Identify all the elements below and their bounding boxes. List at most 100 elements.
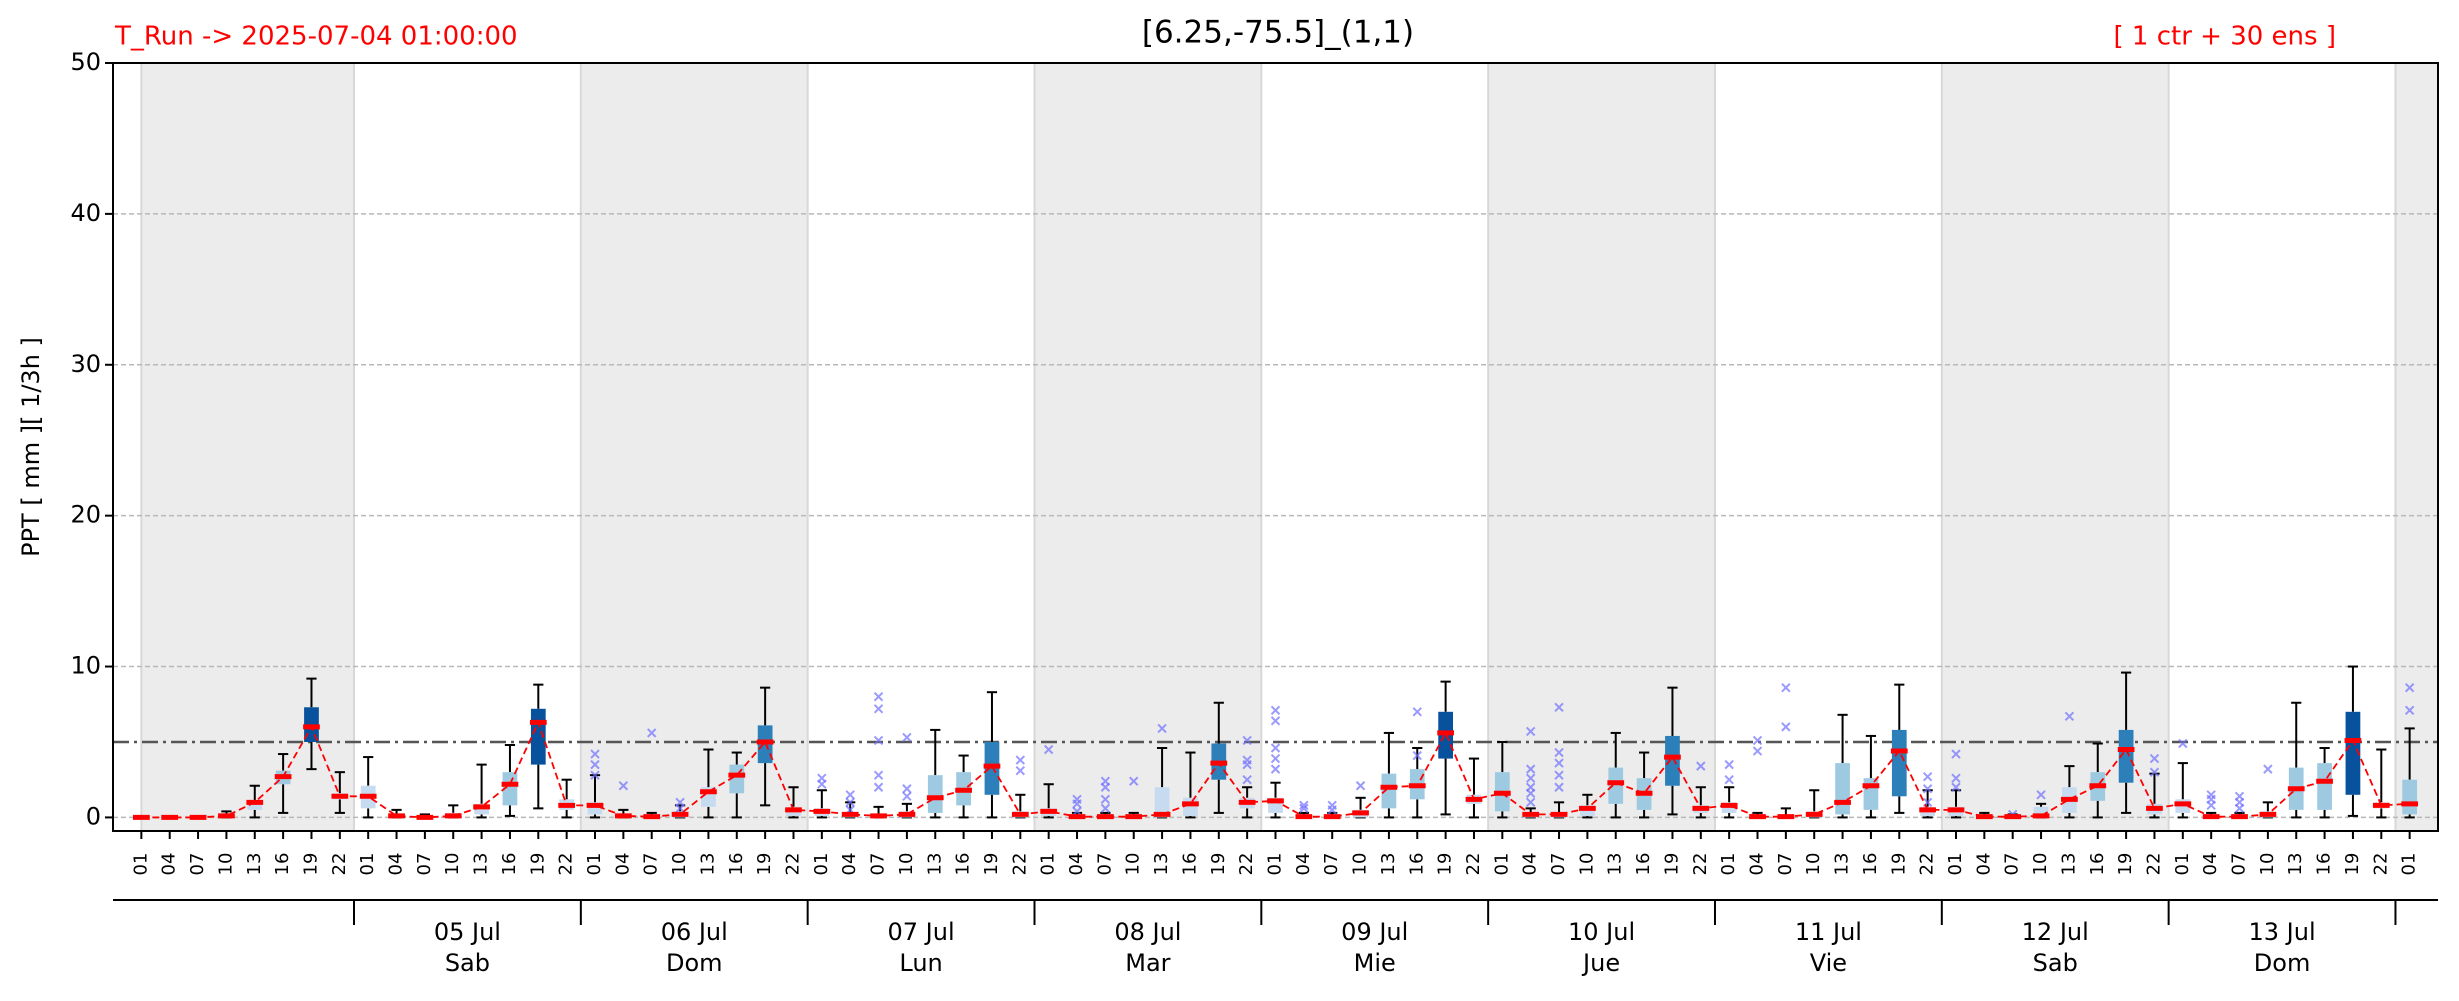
outlier bbox=[1072, 794, 1082, 805]
x-tick-label: 13 bbox=[244, 853, 265, 876]
day-weekday: Dom bbox=[666, 949, 723, 977]
outlier bbox=[1554, 702, 1564, 712]
outlier bbox=[1752, 735, 1763, 746]
x-tick-label: 10 bbox=[215, 853, 236, 876]
outlier bbox=[873, 735, 884, 746]
outlier bbox=[1781, 682, 1791, 693]
outlier bbox=[1129, 776, 1139, 786]
day-weekday: Dom bbox=[2254, 949, 2311, 977]
outlier bbox=[1554, 770, 1564, 780]
x-tick-label: 16 bbox=[1860, 853, 1881, 876]
x-tick-label: 13 bbox=[471, 853, 492, 876]
outlier bbox=[1951, 773, 1961, 783]
x-tick-label: 16 bbox=[499, 853, 520, 876]
x-tick-label: 10 bbox=[1123, 853, 1144, 876]
outlier bbox=[873, 692, 884, 702]
x-tick-label: 10 bbox=[896, 853, 917, 876]
x-tick-label: 19 bbox=[754, 853, 775, 876]
outlier bbox=[1752, 746, 1763, 756]
box bbox=[1891, 729, 1907, 797]
box bbox=[2345, 711, 2361, 795]
x-tick-label: 19 bbox=[1661, 853, 1682, 876]
y-axis-label: PPT [ mm ][ 1/3h ] bbox=[17, 337, 45, 557]
outlier bbox=[1525, 764, 1536, 774]
box bbox=[1835, 763, 1850, 815]
x-tick-label: 01 bbox=[811, 853, 832, 876]
outlier bbox=[1951, 749, 1961, 759]
x-tick-label: 04 bbox=[1066, 853, 1087, 876]
x-tick-label: 22 bbox=[556, 853, 577, 876]
outlier bbox=[1043, 744, 1054, 755]
outlier bbox=[2149, 767, 2160, 777]
chart-title: [6.25,-75.5]_(1,1) bbox=[1142, 15, 1414, 51]
x-tick-label: 04 bbox=[1293, 853, 1314, 876]
day-date: 11 Jul bbox=[1795, 918, 1862, 946]
x-tick-label: 07 bbox=[414, 853, 435, 876]
x-tick-label: 19 bbox=[527, 853, 548, 876]
x-tick-label: 07 bbox=[1321, 853, 1342, 876]
day-weekday: Sab bbox=[445, 949, 490, 977]
y-tick-label: 10 bbox=[70, 652, 101, 680]
x-tick-label: 22 bbox=[1009, 853, 1030, 876]
outlier bbox=[2234, 791, 2245, 802]
outlier bbox=[2263, 764, 2273, 774]
x-tick-label: 10 bbox=[2257, 853, 2278, 876]
outlier bbox=[1554, 782, 1564, 792]
x-tick-label: 13 bbox=[924, 853, 945, 876]
outlier bbox=[2404, 682, 2415, 693]
x-tick-label: 04 bbox=[839, 853, 860, 876]
x-tick-label: 04 bbox=[386, 853, 407, 876]
x-tick-label: 07 bbox=[1548, 853, 1569, 876]
day-date: 13 Jul bbox=[2248, 918, 2315, 946]
x-tick-label: 07 bbox=[1094, 853, 1115, 876]
x-tick-label: 19 bbox=[981, 853, 1002, 876]
run-label: T_Run -> 2025-07-04 01:00:00 bbox=[114, 22, 518, 52]
day-weekday: Jue bbox=[1581, 949, 1620, 977]
x-tick-label: 07 bbox=[187, 853, 208, 876]
box bbox=[2402, 779, 2418, 815]
outlier bbox=[1412, 707, 1422, 717]
x-tick-label: 04 bbox=[1520, 853, 1541, 876]
x-tick-label: 22 bbox=[329, 853, 350, 876]
day-band bbox=[2395, 63, 2438, 831]
day-weekday: Mar bbox=[1125, 949, 1170, 977]
outlier bbox=[1922, 784, 1933, 794]
members-label: [ 1 ctr + 30 ens ] bbox=[2114, 22, 2337, 52]
x-tick-label: 10 bbox=[1803, 853, 1824, 876]
outlier bbox=[1242, 774, 1252, 785]
x-tick-label: 04 bbox=[2200, 853, 2221, 876]
outlier bbox=[2036, 790, 2046, 800]
day-band bbox=[1488, 63, 1715, 831]
box bbox=[1608, 767, 1624, 804]
outlier bbox=[1015, 765, 1026, 776]
day-weekday: Lun bbox=[899, 949, 942, 977]
outlier bbox=[1525, 726, 1536, 737]
x-tick-label: 22 bbox=[1917, 853, 1938, 876]
outlier bbox=[590, 759, 600, 770]
box bbox=[1665, 735, 1680, 786]
box bbox=[1381, 773, 1397, 809]
x-tick-label: 19 bbox=[2342, 853, 2363, 876]
x-tick-label: 04 bbox=[1973, 853, 1994, 876]
x-tick-label: 01 bbox=[584, 853, 605, 876]
outlier bbox=[1525, 797, 1536, 808]
outlier bbox=[647, 728, 657, 738]
day-weekday: Vie bbox=[1810, 949, 1847, 977]
outlier bbox=[873, 782, 884, 792]
outlier bbox=[1724, 774, 1734, 785]
outlier bbox=[1100, 794, 1111, 805]
x-tick-label: 10 bbox=[1350, 853, 1371, 876]
outlier bbox=[675, 797, 685, 808]
box bbox=[2317, 763, 2332, 810]
x-tick-label: 01 bbox=[130, 853, 151, 876]
outlier bbox=[1299, 800, 1309, 811]
x-tick-label: 04 bbox=[612, 853, 633, 876]
outlier bbox=[1355, 781, 1366, 791]
x-tick-label: 22 bbox=[1690, 853, 1711, 876]
x-tick-label: 01 bbox=[357, 853, 378, 876]
outlier bbox=[1270, 743, 1281, 753]
outlier bbox=[873, 770, 884, 780]
x-tick-label: 01 bbox=[2399, 853, 2420, 876]
x-tick-label: 07 bbox=[868, 853, 889, 876]
